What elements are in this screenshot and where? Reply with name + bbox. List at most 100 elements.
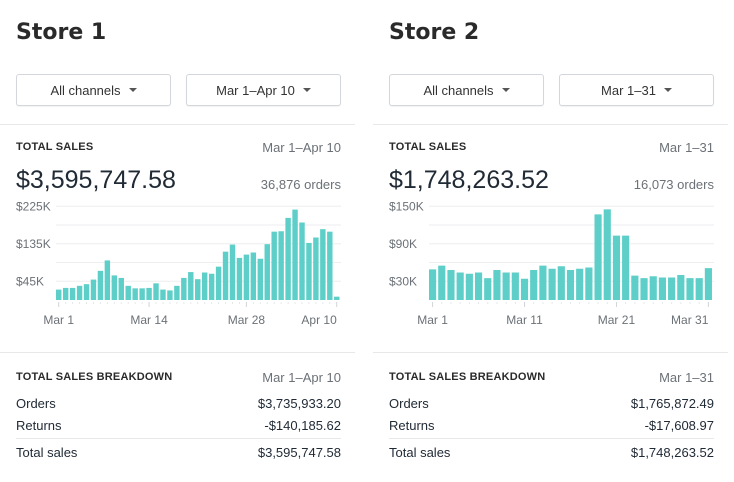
sales-bar[interactable] [649,276,657,300]
total-sales-amount: $3,595,747.58 [16,166,176,194]
sales-bar[interactable] [104,260,111,300]
sales-bar[interactable] [548,268,556,300]
sales-bar[interactable] [658,277,667,301]
sales-bar[interactable] [539,265,547,300]
total-sales-label: TOTAL SALES [389,141,467,153]
sales-bar[interactable] [334,296,340,300]
sales-bar[interactable] [181,277,187,300]
sales-bar[interactable] [125,285,131,300]
sales-bar[interactable] [97,270,104,300]
sales-bar[interactable] [160,289,166,300]
sales-bar[interactable] [146,287,152,300]
sales-bar[interactable] [530,270,538,300]
y-tick-label: $150K [389,199,424,213]
x-tick-label: Apr 10 [301,313,337,327]
caret-down-icon [663,88,672,92]
sales-bar[interactable] [111,275,118,300]
sales-bar[interactable] [153,283,159,300]
sales-bar[interactable] [201,272,208,301]
sales-bar[interactable] [520,278,529,300]
x-tick-label: Mar 14 [130,313,168,327]
sales-bar[interactable] [704,268,712,300]
sales-bar[interactable] [677,275,685,300]
sales-bar[interactable] [576,268,584,300]
date-range-dropdown[interactable]: Mar 1–Apr 10 [186,74,341,106]
sales-bar[interactable] [640,278,648,300]
breakdown-row-value: -$17,608.97 [644,418,714,433]
sales-bar[interactable] [174,285,180,300]
x-tick-label: Mar 1 [417,313,448,327]
sales-bar[interactable] [631,275,639,300]
sales-bar[interactable] [188,272,194,300]
sales-bar[interactable] [62,287,69,300]
sales-bar[interactable] [306,242,312,300]
sales-bar[interactable] [278,231,284,300]
sales-bar[interactable] [327,231,333,300]
sales-bar[interactable] [195,279,201,300]
sales-bar[interactable] [313,237,319,301]
sales-bar[interactable] [695,278,703,300]
sales-bar[interactable] [250,252,257,301]
sales-bar[interactable] [686,278,694,300]
divider [373,124,728,125]
sales-bar[interactable] [320,229,326,300]
breakdown-row-name: Returns [389,418,435,433]
sales-bar[interactable] [438,265,446,300]
breakdown-label: TOTAL SALES BREAKDOWN [389,371,546,383]
sales-bar[interactable] [257,258,264,300]
x-tick-label: Mar 31 [671,313,709,327]
sales-bar[interactable] [292,209,298,300]
sales-bar[interactable] [612,235,621,300]
date-range-dropdown[interactable]: Mar 1–31 [559,74,714,106]
total-sales-label: TOTAL SALES [16,141,94,153]
sales-bar[interactable] [511,272,519,301]
sales-bar[interactable] [474,272,483,301]
channel-dropdown[interactable]: All channels [389,74,544,106]
sales-bar[interactable] [69,287,76,300]
sales-bar[interactable] [447,270,455,300]
sales-bar[interactable] [465,273,473,300]
breakdown-row-value: $3,735,933.20 [257,396,341,411]
channel-dropdown[interactable]: All channels [16,74,171,106]
sales-bar[interactable] [132,288,138,300]
sales-bar[interactable] [271,231,277,300]
sales-bar[interactable] [243,254,250,300]
sales-bar[interactable] [90,279,97,300]
sales-bar[interactable] [208,273,215,300]
sales-bar[interactable] [83,284,90,300]
divider [373,352,728,353]
sales-bar[interactable] [557,266,565,300]
sales-bar[interactable] [299,222,305,301]
sales-bar[interactable] [594,214,602,300]
caret-down-icon [128,88,137,92]
sales-bar-chart: $150K $90K $30K Mar 1 Mar 11 Mar 21 Mar 31 [389,199,714,327]
sales-bar[interactable] [264,244,270,300]
sales-bar[interactable] [502,272,510,301]
sales-bar[interactable] [429,269,437,300]
sales-bar[interactable] [118,277,124,300]
sales-bar[interactable] [668,277,676,301]
sales-bar[interactable] [603,209,611,300]
sales-bar[interactable] [456,272,464,301]
breakdown-row-name: Returns [16,418,62,433]
sales-bar[interactable] [76,285,83,300]
sales-bar[interactable] [139,288,145,300]
orders-count: 36,876 orders [260,177,341,192]
sales-bar[interactable] [222,251,229,300]
channel-dropdown-label: All channels [423,82,494,98]
sales-bar[interactable] [493,270,501,300]
sales-bar[interactable] [585,267,593,301]
sales-bar[interactable] [484,278,492,300]
sales-bar[interactable] [285,217,291,300]
store-1-panel: Store 1 All channels Mar 1–Apr 10 TOTAL … [0,0,356,482]
y-tick-label: $90K [389,237,417,251]
sales-bar[interactable] [229,244,236,300]
sales-bar[interactable] [167,290,173,300]
sales-bar[interactable] [236,257,243,300]
sales-bar[interactable] [566,270,575,300]
y-tick-label: $45K [16,274,44,288]
breakdown-row-value: $3,595,747.58 [257,445,341,460]
sales-bar[interactable] [622,235,630,300]
sales-bar[interactable] [215,266,222,300]
sales-bar[interactable] [56,289,62,300]
